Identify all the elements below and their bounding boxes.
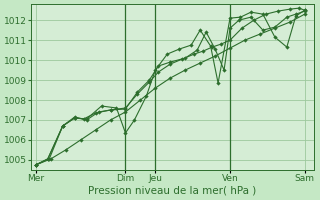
X-axis label: Pression niveau de la mer( hPa ): Pression niveau de la mer( hPa ) — [88, 186, 257, 196]
